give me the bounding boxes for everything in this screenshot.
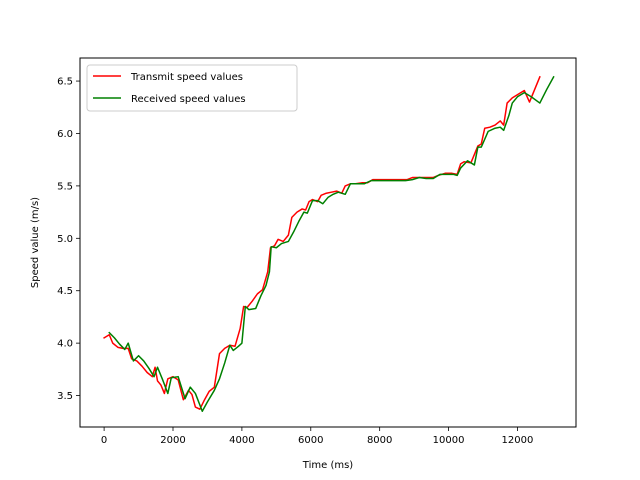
x-tick-label: 12000 xyxy=(502,435,534,446)
series-line-received xyxy=(108,75,555,413)
y-tick-label: 5.5 xyxy=(57,181,73,192)
series-layer xyxy=(103,75,555,413)
y-tick-label: 6.5 xyxy=(57,77,73,88)
y-tick-label: 6.0 xyxy=(57,129,73,140)
y-axis: 3.5 4.0 4.5 5.0 5.5 6.0 6.5 xyxy=(57,77,80,402)
plot-area xyxy=(79,57,577,428)
y-axis-label: Speed value (m/s) xyxy=(30,197,41,288)
axes-frame xyxy=(79,57,577,428)
series-line-transmit xyxy=(103,75,541,410)
legend-label-received: Received speed values xyxy=(131,94,246,105)
x-tick-label: 6000 xyxy=(298,435,323,446)
y-tick-label: 4.0 xyxy=(57,339,73,350)
legend: Transmit speed values Received speed val… xyxy=(86,64,298,112)
x-tick-label: 4000 xyxy=(229,435,254,446)
x-axis: 0 2000 4000 6000 8000 10000 12000 xyxy=(101,427,533,446)
legend-box xyxy=(86,64,298,112)
x-tick-label: 8000 xyxy=(367,435,392,446)
x-tick-label: 0 xyxy=(101,435,107,446)
x-tick-label: 10000 xyxy=(433,435,465,446)
y-tick-label: 3.5 xyxy=(57,391,73,402)
y-tick-label: 5.0 xyxy=(57,234,73,245)
x-tick-label: 2000 xyxy=(160,435,185,446)
legend-label-transmit: Transmit speed values xyxy=(130,72,243,83)
x-axis-label: Time (ms) xyxy=(302,460,354,471)
y-tick-label: 4.5 xyxy=(57,286,73,297)
